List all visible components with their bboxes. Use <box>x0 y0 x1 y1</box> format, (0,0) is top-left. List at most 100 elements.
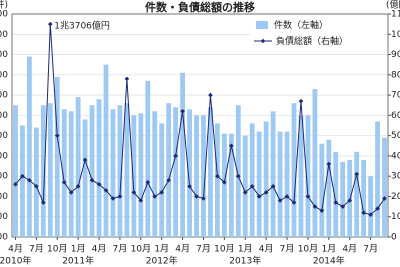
legend-label: 負債総額（右軸） <box>276 35 348 47</box>
legend-label: 件数（左軸） <box>274 19 328 31</box>
marker <box>152 194 158 199</box>
year-label: 2010年 <box>0 255 31 267</box>
marker <box>319 208 325 213</box>
bar <box>354 151 360 237</box>
y-tick-label: 1500 <box>0 10 8 20</box>
marker <box>89 177 95 183</box>
bar <box>375 121 380 237</box>
y2-tick-label: 70 <box>391 91 400 101</box>
y2-tick-label: 110 <box>391 10 400 20</box>
marker <box>277 198 283 203</box>
bar <box>361 159 367 237</box>
y-tick-label: 800 <box>0 151 8 161</box>
bar <box>277 131 283 237</box>
y-tick-label: 1200 <box>0 70 8 80</box>
bar <box>312 89 318 237</box>
bar <box>40 105 46 238</box>
marker <box>27 177 32 183</box>
marker <box>138 198 144 203</box>
bar <box>13 105 18 238</box>
bar <box>47 103 53 237</box>
bar <box>103 64 109 237</box>
marker <box>375 206 380 211</box>
marker <box>61 179 67 185</box>
marker <box>41 200 46 205</box>
y2-tick-label: 0 <box>391 233 397 243</box>
bar <box>298 115 304 237</box>
bar <box>173 107 179 237</box>
y2-tick-label: 50 <box>391 131 400 141</box>
legend-swatch <box>256 21 268 29</box>
y-tick-label: 700 <box>0 172 8 182</box>
year-label: 2013年 <box>229 255 261 267</box>
x-tick-label: 1月 <box>154 244 169 255</box>
bar <box>319 143 325 237</box>
marker <box>194 194 199 199</box>
y-tick-label: 1000 <box>0 111 8 121</box>
marker <box>291 200 297 205</box>
bar <box>221 133 227 237</box>
marker <box>298 98 304 104</box>
marker <box>347 198 353 203</box>
y2-tick-label: 10 <box>391 212 400 222</box>
bar <box>291 103 297 237</box>
bar <box>368 176 373 237</box>
bar <box>208 107 213 237</box>
bar <box>249 123 255 237</box>
bar <box>96 99 102 238</box>
bar <box>124 103 130 237</box>
bar <box>117 105 123 238</box>
marker <box>54 133 60 138</box>
marker <box>117 194 123 199</box>
marker <box>180 109 185 114</box>
bar <box>61 109 67 237</box>
legend-box <box>250 16 384 50</box>
marker <box>96 181 102 187</box>
marker <box>361 210 366 215</box>
x-tick-label: 7月 <box>29 244 44 255</box>
x-tick-label: 7月 <box>363 244 378 255</box>
x-tick-label: 4月 <box>342 244 357 255</box>
bar <box>20 125 25 237</box>
bar <box>89 105 95 238</box>
bar <box>54 76 60 237</box>
bar <box>201 115 206 237</box>
bar <box>305 115 311 237</box>
marker <box>284 194 290 199</box>
marker <box>13 181 18 187</box>
bar <box>68 111 74 237</box>
x-tick-label: 7月 <box>113 244 128 255</box>
marker <box>34 184 39 189</box>
bar <box>27 56 32 238</box>
bar <box>256 131 262 237</box>
marker <box>75 184 81 189</box>
plot-frame <box>11 13 389 238</box>
bar <box>82 119 88 237</box>
y2-tick-label: 40 <box>391 151 400 161</box>
marker <box>68 190 74 195</box>
marker <box>270 184 276 189</box>
bar <box>215 123 220 237</box>
y-tick-label: 400 <box>0 233 8 243</box>
bar <box>340 161 346 237</box>
bar <box>333 151 339 237</box>
y2-tick-label: 20 <box>391 192 400 202</box>
marker <box>131 190 137 195</box>
bar <box>166 103 172 237</box>
marker <box>340 204 346 209</box>
bar <box>159 123 165 237</box>
marker <box>201 196 206 201</box>
bar <box>228 133 234 237</box>
y2-unit: (億円) <box>386 0 400 11</box>
marker <box>249 184 255 189</box>
marker <box>263 190 269 195</box>
x-tick-label: 1月 <box>321 244 336 255</box>
y-tick-label: 900 <box>0 131 8 141</box>
marker <box>166 177 171 183</box>
bar <box>110 109 116 237</box>
x-tick-label: 10月 <box>214 244 234 255</box>
marker <box>305 194 311 199</box>
x-tick-label: 1月 <box>71 244 86 255</box>
marker <box>368 212 373 217</box>
chart-title: 件数・負債総額の推移 <box>145 0 255 14</box>
